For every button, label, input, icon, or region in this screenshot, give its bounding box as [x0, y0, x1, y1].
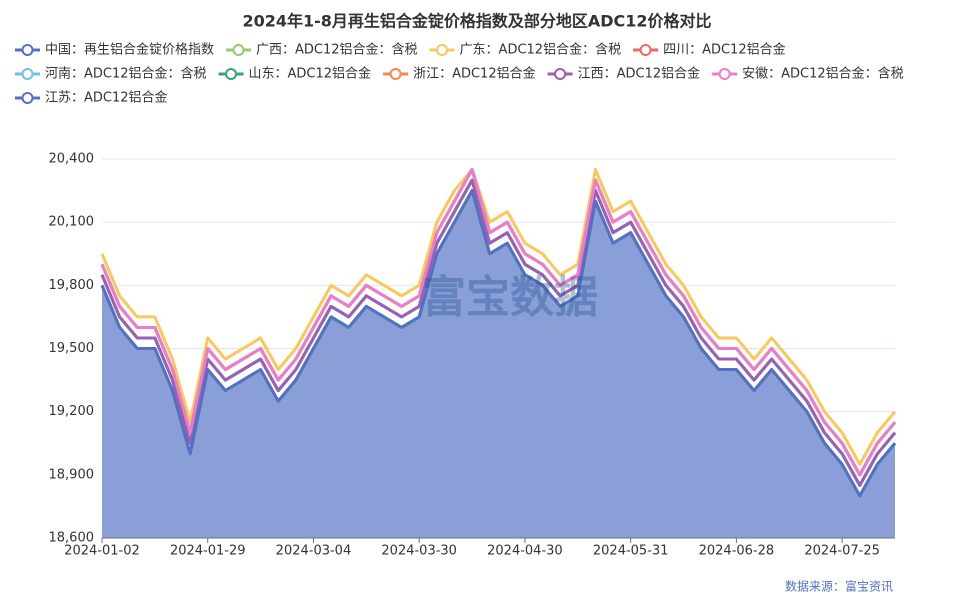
legend-label: 山东：ADC12铝合金 [249, 66, 372, 82]
legend-item: 河南：ADC12铝合金：含税 [15, 66, 207, 82]
legend-label: 河南：ADC12铝合金：含税 [45, 66, 207, 82]
area [102, 190, 895, 539]
legend-item: 四川：ADC12铝合金 [633, 42, 786, 58]
x-tick-label: 2024-01-02 [64, 544, 140, 559]
legend-item: 广西：ADC12铝合金：含税 [226, 42, 418, 58]
legend-marker [21, 44, 34, 56]
plot: 18,600 18,900 19,200 19,500 19,800 20,100 20,4… [49, 152, 897, 559]
legend-marker [554, 68, 567, 80]
x-tick-label: 2024-03-30 [381, 544, 457, 559]
legend-item: 中国：再生铝合金锭价格指数 [15, 42, 214, 58]
y-tick-label: 19,800 [49, 278, 95, 293]
legend-marker [232, 44, 245, 56]
y-tick-label: 20,100 [49, 215, 95, 230]
x-tick-label: 2024-04-30 [487, 544, 563, 559]
legend-item: 安徽：ADC12铝合金：含税 [712, 66, 904, 82]
line [100, 189, 897, 498]
legend-marker [21, 92, 34, 104]
legend-label: 四川：ADC12铝合金 [663, 42, 786, 58]
watermark: 富宝数据 [422, 272, 598, 323]
y-tick-label: 20,400 [49, 152, 95, 167]
x-tick-label: 2024-03-04 [276, 544, 352, 559]
legend-label: 浙江：ADC12铝合金 [413, 66, 536, 82]
y-tick-label: 18,900 [49, 467, 95, 482]
legend-marker [225, 68, 238, 80]
source: 数据来源：富宝资讯 [785, 579, 893, 594]
legend-marker [21, 68, 34, 80]
x-tick-label: 2024-01-29 [170, 544, 246, 559]
legend-marker [639, 44, 652, 56]
legend-label: 江苏：ADC12铝合金 [45, 90, 168, 106]
legend-label: 中国：再生铝合金锭价格指数 [45, 42, 214, 58]
y-tick-label: 19,500 [49, 341, 95, 356]
line [100, 178, 897, 487]
legend-label: 广东：ADC12铝合金：含税 [460, 42, 622, 58]
legend-label: 安徽：ADC12铝合金：含税 [742, 66, 904, 82]
x-tick-label: 2024-05-31 [593, 544, 669, 559]
legend-item: 江西：ADC12铝合金 [547, 66, 701, 82]
y-tick-label: 19,200 [49, 404, 95, 419]
line [100, 168, 897, 477]
chart-title: 2024年1-8月再生铝合金锭价格指数及部分地区ADC12价格对比 [242, 12, 711, 31]
legend: 中国：再生铝合金锭价格指数 广西：ADC12铝合金：含税 广东：ADC12铝合金：含… [15, 42, 904, 106]
legend-item: 浙江：ADC12铝合金 [383, 66, 536, 82]
x-tick-label: 2024-07-25 [804, 544, 880, 559]
legend-label: 江西：ADC12铝合金 [578, 66, 701, 82]
legend-item: 广东：ADC12铝合金：含税 [429, 42, 622, 58]
legend-item: 山东：ADC12铝合金 [218, 66, 372, 82]
y-tick-label: 18,600 [49, 531, 95, 546]
legend-marker [718, 68, 731, 80]
legend-marker [389, 68, 402, 80]
x-tick-label: 2024-06-28 [699, 544, 775, 559]
line [100, 168, 897, 466]
legend-marker [436, 44, 449, 56]
legend-item: 江苏：ADC12铝合金 [15, 90, 168, 106]
legend-label: 广西：ADC12铝合金：含税 [256, 42, 418, 58]
